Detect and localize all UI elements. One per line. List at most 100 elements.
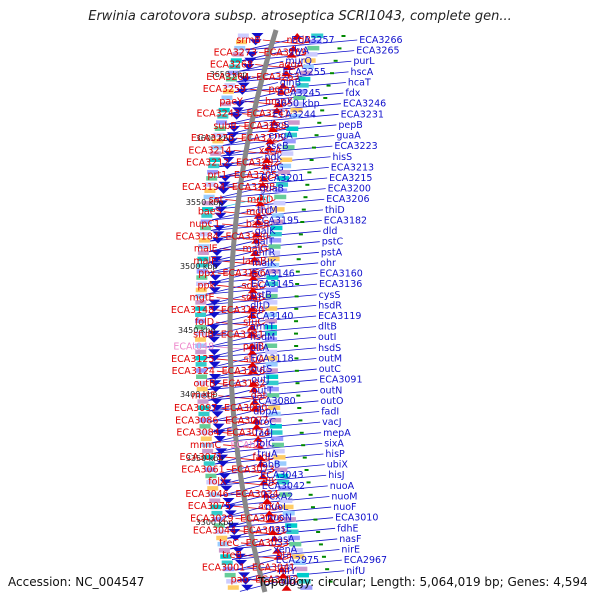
gene-label[interactable]: pstB <box>251 290 272 301</box>
gene-label[interactable]: ECA2967 <box>344 555 387 566</box>
gene-label[interactable]: ECA3001 <box>202 562 245 573</box>
gene-label[interactable]: metE <box>192 391 217 402</box>
gene-label[interactable]: thiD <box>325 205 345 216</box>
gene-label[interactable]: outB <box>193 378 215 389</box>
gene-label[interactable]: baeS <box>198 207 222 218</box>
gene-label[interactable]: folD <box>195 317 214 328</box>
gene-label[interactable]: paeY <box>219 96 243 107</box>
gene-label[interactable]: ECA3184 <box>175 231 218 242</box>
gene-label[interactable]: murQ <box>285 56 312 67</box>
gene-label[interactable]: ECA3212 <box>186 158 229 169</box>
gene-label[interactable]: malE <box>194 244 218 255</box>
gene-label[interactable]: ECA3166 <box>222 268 265 279</box>
gene-label[interactable]: sfuA <box>244 354 265 365</box>
gene-label[interactable]: ECA3132 <box>222 378 265 389</box>
gene-label[interactable]: ECA3033 <box>246 538 289 549</box>
gene-label[interactable]: ECAt047 <box>230 440 271 451</box>
gene-label[interactable]: ECA3119 <box>318 311 361 322</box>
gene-label[interactable]: ackA <box>258 501 282 512</box>
gene-label[interactable]: ECA3097 <box>174 403 217 414</box>
gene-label[interactable]: ohr <box>320 258 336 269</box>
gene-label[interactable]: ECA3244 <box>273 109 316 120</box>
gene-label[interactable]: ECA3241 <box>247 109 290 120</box>
gene-label[interactable]: fadJ <box>255 428 273 439</box>
gene-label[interactable]: mepA <box>323 428 351 439</box>
gene-label[interactable]: ECA3118 <box>250 353 293 364</box>
gene-label[interactable]: ECA3243 <box>197 109 240 120</box>
gene-label[interactable]: ECA3202 <box>236 158 279 169</box>
gene-label[interactable]: dltB <box>318 322 337 333</box>
gene-label[interactable]: ECA2975 <box>276 555 319 566</box>
gene-label[interactable]: hcaT <box>348 77 371 88</box>
gene-label[interactable]: sdaC <box>242 280 266 291</box>
gene-label[interactable]: glyA <box>288 46 309 57</box>
gene-label[interactable]: mgtE <box>190 293 215 304</box>
gene-label[interactable]: mdtC <box>246 207 272 218</box>
gene-label[interactable]: ECA3182 <box>324 215 367 226</box>
gene-label[interactable]: fabB <box>259 460 281 471</box>
gene-label[interactable]: nirE <box>341 545 360 556</box>
gene-label[interactable]: ECA3269 <box>264 47 307 58</box>
gene-label[interactable]: ECA3091 <box>319 375 362 386</box>
gene-label[interactable]: fadL <box>252 452 273 463</box>
gene-label[interactable]: aroC <box>254 417 276 428</box>
gene-label[interactable]: ECA3034 <box>235 489 278 500</box>
gene-label[interactable]: ECA3125 <box>171 354 214 365</box>
gene-label[interactable]: srmB <box>236 35 260 46</box>
gene-label[interactable]: ECA3265 <box>356 46 399 57</box>
gene-label[interactable]: ppx <box>198 268 216 279</box>
gene-label[interactable]: ECA3012 <box>255 575 298 586</box>
gene-label[interactable]: nuoL <box>265 502 289 513</box>
gene-label[interactable]: treC <box>219 538 239 549</box>
gene-label[interactable]: ECA3080 <box>252 396 295 407</box>
gene-label[interactable]: prt1 <box>207 170 227 181</box>
gene-label[interactable]: malG <box>243 244 268 255</box>
gene-label[interactable]: ECA3228 <box>244 121 287 132</box>
gene-label[interactable]: folC <box>256 438 275 449</box>
gene-label[interactable]: ECA3201 <box>261 173 304 184</box>
gene-label[interactable]: dltD <box>250 300 270 311</box>
gene-label[interactable]: mdtD <box>247 194 273 205</box>
gene-label[interactable]: hscA <box>351 67 374 78</box>
gene-label[interactable]: dat <box>251 391 267 402</box>
gene-label[interactable]: hexA2 <box>263 491 293 502</box>
gene-label[interactable]: outI <box>318 332 336 343</box>
gene-label[interactable]: lamB <box>242 256 266 267</box>
gene-label[interactable]: outO <box>320 396 343 407</box>
gene-label[interactable]: ECA3180 <box>225 231 268 242</box>
gene-label[interactable]: aggA <box>279 60 304 71</box>
gene-label[interactable]: ppk <box>198 280 216 291</box>
gene-label[interactable]: ubiX <box>327 460 349 471</box>
gene-label[interactable]: ECA3264 <box>206 72 249 83</box>
gene-label[interactable]: armT <box>250 322 275 333</box>
gene-label[interactable]: ECA3077 <box>225 415 268 426</box>
gene-label[interactable]: ECA3198 <box>232 182 275 193</box>
gene-label[interactable]: sseB <box>266 141 288 152</box>
gene-label[interactable]: ECA3223 <box>334 141 377 152</box>
gene-label[interactable]: baeR <box>246 219 271 230</box>
gene-label[interactable]: pta <box>276 550 292 561</box>
gene-label[interactable]: ECA3090 <box>224 403 267 414</box>
gene-label[interactable]: ECA3146 <box>252 269 295 280</box>
gene-label[interactable]: nasE <box>269 523 292 534</box>
gene-label[interactable]: galT <box>254 237 274 248</box>
gene-label[interactable]: nasF <box>339 534 361 545</box>
gene-label[interactable]: ECA3136 <box>319 279 362 290</box>
gene-label[interactable]: ECA3073 <box>231 464 274 475</box>
gene-label[interactable]: ECA3215 <box>329 173 372 184</box>
gene-label[interactable]: hsdR <box>318 300 342 311</box>
gene-label[interactable]: pab <box>231 575 249 586</box>
gene-label[interactable]: ECA3029 <box>190 513 233 524</box>
gene-label[interactable]: hsdM <box>250 332 275 343</box>
gene-label[interactable]: vacJ <box>322 417 341 428</box>
gene-label[interactable]: outC <box>319 364 342 375</box>
gene-label[interactable]: truA <box>257 449 278 460</box>
gene-label[interactable]: ECA3084 <box>176 428 219 439</box>
gene-label[interactable]: pepB <box>338 120 362 131</box>
gene-label[interactable]: subB <box>213 121 237 132</box>
gene-label[interactable]: ECA3263 <box>256 72 299 83</box>
gene-label[interactable]: nuoA <box>330 481 355 492</box>
gene-label[interactable]: nifL <box>281 576 299 587</box>
gene-label[interactable]: ECA3259 <box>203 84 246 95</box>
gene-label[interactable]: fdhE <box>337 523 358 534</box>
